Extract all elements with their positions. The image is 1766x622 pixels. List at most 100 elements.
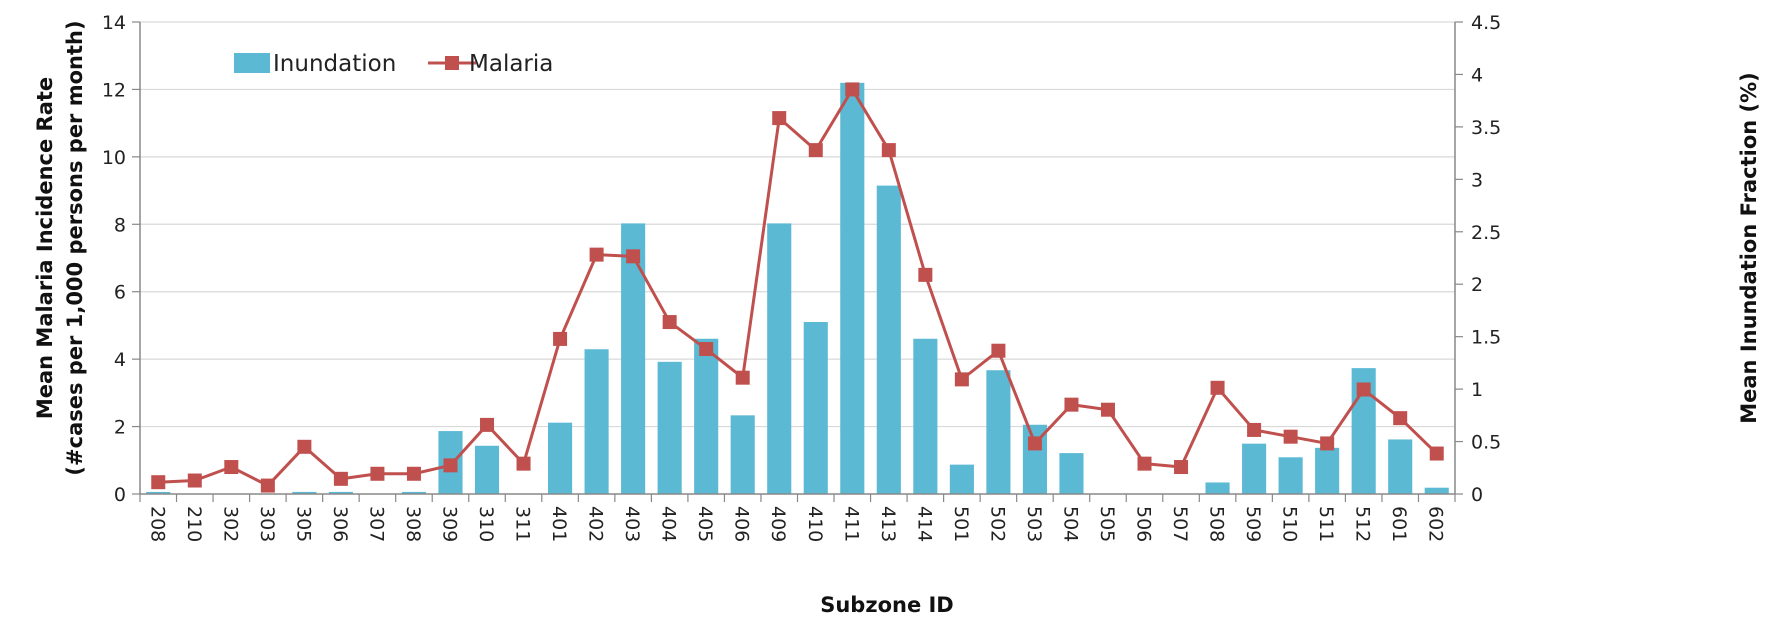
right-tick-label: 1 <box>1471 379 1483 401</box>
malaria-point <box>1356 382 1371 397</box>
inundation-bar <box>1388 439 1413 494</box>
malaria-point <box>991 343 1006 358</box>
x-tick-label: 508 <box>1206 506 1228 542</box>
malaria-point <box>808 143 823 158</box>
x-tick-label: 310 <box>475 506 497 542</box>
legend-label-malaria: Malaria <box>469 51 553 77</box>
left-tick-label: 14 <box>102 12 126 34</box>
x-tick-label: 405 <box>694 506 716 542</box>
malaria-point <box>881 143 896 158</box>
x-tick-label: 602 <box>1425 506 1447 542</box>
right-tick-label: 0.5 <box>1471 432 1501 454</box>
malaria-point <box>224 460 239 475</box>
inundation-bar <box>986 370 1011 494</box>
inundation-bars <box>146 82 1449 495</box>
malaria-point <box>589 247 604 262</box>
x-tick-label: 509 <box>1242 506 1264 542</box>
x-tick-label: 505 <box>1096 506 1118 542</box>
malaria-point <box>1247 422 1262 437</box>
x-tick-label: 306 <box>329 506 351 542</box>
malaria-point <box>1429 446 1444 461</box>
x-tick-label: 503 <box>1023 506 1045 542</box>
malaria-point <box>260 478 275 493</box>
x-tick-label: 501 <box>950 506 972 542</box>
x-tick-label: 413 <box>877 506 899 542</box>
inundation-bar <box>913 338 938 494</box>
x-tick-label: 402 <box>585 506 607 542</box>
x-tick-label: 307 <box>365 506 387 542</box>
malaria-point <box>333 471 348 486</box>
inundation-bar <box>1424 487 1449 494</box>
malaria-point <box>443 458 458 473</box>
x-tick-label: 409 <box>767 506 789 542</box>
inundation-bar <box>803 321 828 494</box>
x-tick-label: 311 <box>512 506 534 542</box>
malaria-line <box>151 82 1444 493</box>
inundation-bar <box>474 445 500 494</box>
malaria-point <box>370 466 385 481</box>
x-tick-label: 506 <box>1133 506 1155 542</box>
right-tick-label: 3.5 <box>1471 117 1501 139</box>
malaria-point <box>735 370 750 385</box>
left-axis-title-line1: Mean Malaria Incidence Rate <box>33 77 57 419</box>
inundation-bar <box>1059 453 1084 494</box>
malaria-point <box>1320 436 1335 451</box>
x-tick-label: 210 <box>183 506 205 542</box>
inundation-bar <box>767 223 792 495</box>
malaria-point <box>1100 402 1115 417</box>
inundation-bar <box>730 415 755 494</box>
inundation-bar <box>876 185 901 495</box>
x-tick-label: 406 <box>731 506 753 542</box>
x-tick-label: 507 <box>1169 506 1191 542</box>
x-tick-label: 401 <box>548 506 570 542</box>
inundation-bar <box>1278 457 1303 494</box>
malaria-point <box>626 249 641 264</box>
malaria-point <box>954 372 969 387</box>
x-tick-label: 511 <box>1315 506 1337 542</box>
left-tick-label: 6 <box>114 282 126 304</box>
x-tick-label: 411 <box>840 506 862 542</box>
malaria-point <box>1174 460 1189 475</box>
left-tick-label: 12 <box>102 79 126 101</box>
malaria-point <box>918 267 933 282</box>
x-tick-label: 309 <box>438 506 460 542</box>
malaria-point <box>1027 436 1042 451</box>
malaria-point <box>151 475 166 490</box>
x-tick-label: 510 <box>1279 506 1301 542</box>
left-tick-label: 8 <box>114 214 126 236</box>
x-tick-label: 302 <box>219 506 241 542</box>
inundation-bar <box>328 491 353 494</box>
inundation-bar <box>1242 443 1267 494</box>
malaria-point <box>516 456 531 471</box>
x-tick-label: 502 <box>986 506 1008 542</box>
right-tick-label: 3 <box>1471 169 1483 191</box>
malaria-point <box>1210 380 1225 395</box>
malaria-point <box>1393 411 1408 426</box>
malaria-point <box>553 331 568 346</box>
right-tick-label: 4.5 <box>1471 12 1501 34</box>
inundation-bar <box>657 361 682 494</box>
right-tick-label: 4 <box>1471 64 1483 86</box>
malaria-point <box>845 82 860 97</box>
legend: Inundation Malaria <box>234 51 553 77</box>
x-tick-label: 403 <box>621 506 643 542</box>
right-tick-label: 0 <box>1471 484 1483 506</box>
grid-lines <box>140 21 1455 428</box>
tick-labels: 0 2 4 6 8 10 12 14 0 0.5 1 1.5 2 2.5 3 3.5 4 4.5 208 210 302… <box>102 12 1501 542</box>
right-tick-label: 1.5 <box>1471 327 1501 349</box>
x-tick-label: 308 <box>402 506 424 542</box>
x-axis-title: Subzone ID <box>820 593 954 617</box>
inundation-bar <box>840 82 865 494</box>
right-tick-label: 2.5 <box>1471 222 1501 244</box>
malaria-point <box>406 466 421 481</box>
axes <box>132 21 1463 502</box>
left-tick-label: 2 <box>114 417 126 439</box>
left-axis-title-line2: (#cases per 1,000 persons per month) <box>63 20 87 475</box>
inundation-bar <box>146 491 171 494</box>
right-tick-label: 2 <box>1471 274 1483 296</box>
left-tick-label: 0 <box>114 484 126 506</box>
inundation-bar <box>1315 447 1340 494</box>
x-tick-label: 414 <box>913 506 935 542</box>
